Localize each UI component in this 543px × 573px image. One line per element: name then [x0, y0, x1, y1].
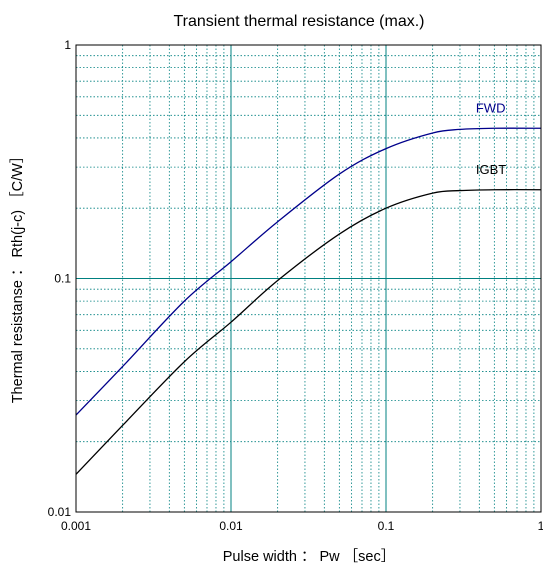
x-axis-label: Pulse width ： Pw ［sec］ — [223, 548, 395, 565]
chart-title: Transient thermal resistance (max.) — [173, 13, 424, 30]
minor-grid — [76, 45, 541, 512]
series-line-igbt — [75, 189, 542, 475]
series-label-fwd: FWD — [476, 100, 506, 115]
y-tick-label: 0.1 — [54, 272, 71, 286]
y-tick-label: 1 — [64, 38, 71, 52]
series-layer — [75, 127, 542, 475]
x-tick-label: 0.001 — [61, 519, 91, 533]
x-tick-label: 0.01 — [219, 519, 243, 533]
x-tick-label: 0.1 — [378, 519, 395, 533]
y-axis-label: Thermal resistanse ： Rth(j-c) ［C/W］ — [9, 149, 26, 404]
series-label-igbt: IGBT — [476, 162, 506, 177]
series-line-fwd — [75, 127, 542, 416]
x-tick-label: 1 — [538, 519, 543, 533]
y-tick-label: 0.01 — [48, 505, 72, 519]
x-tick-labels: 0.001 0.01 0.1 1 — [61, 519, 543, 533]
y-tick-labels: 0.01 0.1 1 — [48, 38, 72, 519]
series-labels: FWD IGBT — [476, 100, 506, 176]
major-grid — [76, 45, 541, 512]
plot-frame — [75, 44, 542, 513]
